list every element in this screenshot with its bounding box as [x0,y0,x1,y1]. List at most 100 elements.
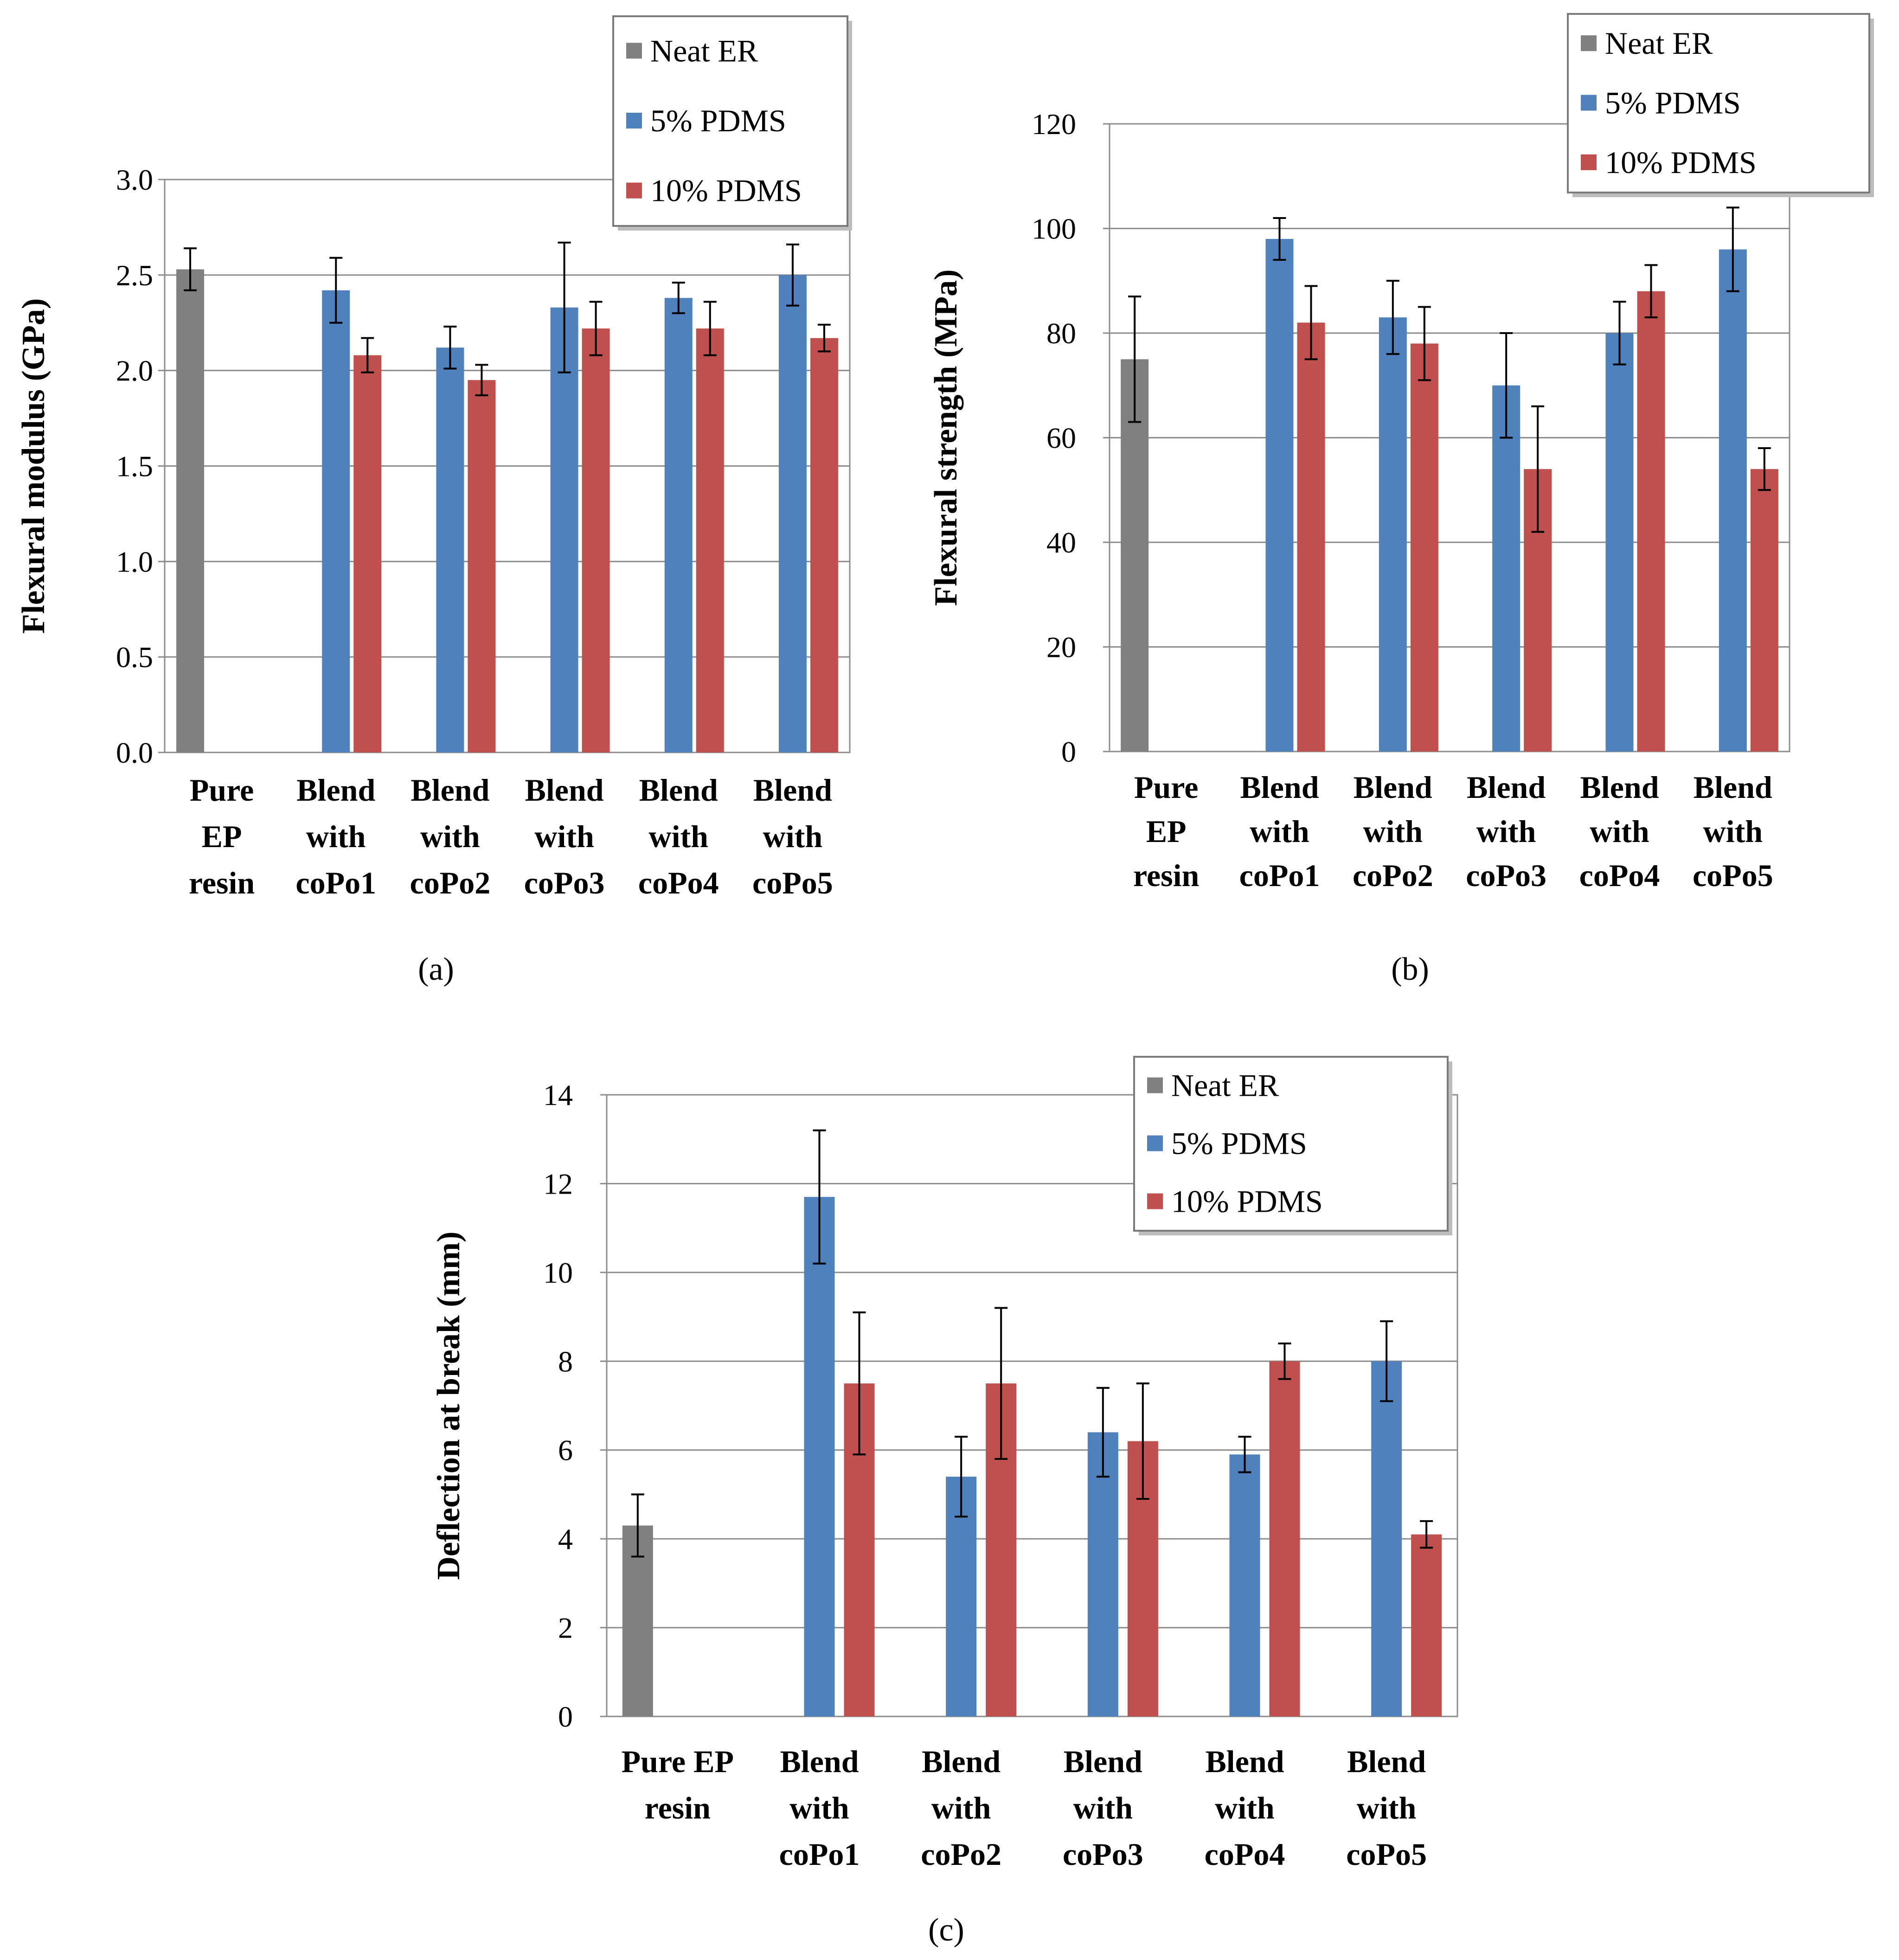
y-tick-label: 4 [558,1523,573,1555]
bar-10-pdms [1269,1361,1300,1716]
x-category-label: Blend with coPo2 [1353,770,1433,893]
bar-neat-er [176,269,205,752]
legend-swatch [626,182,642,199]
y-tick-label: 40 [1046,526,1076,559]
bar-5-pdms [1605,333,1634,752]
error-bar [1418,306,1431,381]
chart-panel-b: 0 20 40 60 80 100 120 Flexural strength (MPa) Pu… [928,13,1874,987]
error-bar [994,1307,1008,1460]
error-bar [1500,332,1513,439]
error-bar [361,337,374,373]
panel-caption: (b) [1391,951,1429,987]
y-axis-label: Flexural modulus (GPa) [16,298,51,634]
chart-panel-a: 0.0 0.5 1.0 1.5 2.0 2.5 3.0 Flexural modulus (G… [16,15,852,987]
error-bar [1531,405,1545,533]
legend-box [1567,13,1870,193]
bar-10-pdms [468,380,496,752]
bar-5-pdms [804,1197,835,1716]
error-bar [1726,206,1739,292]
bar-5-pdms [1371,1361,1402,1716]
y-tick-label: 10 [543,1256,573,1289]
bar-5-pdms [1265,239,1294,752]
y-tick-label: 0 [558,1700,573,1733]
y-tick-label: 20 [1046,631,1076,664]
error-bar [1238,1436,1251,1473]
x-category-label: Blend with coPo5 [752,772,833,900]
x-category-label: Blend with coPo3 [1466,770,1546,893]
legend-label: 10% PDMS [1171,1184,1323,1219]
error-bar [1386,280,1399,355]
y-tick-label: 60 [1046,422,1076,455]
legend-swatch [1147,1077,1163,1093]
x-category-label: Blend with coPo1 [295,772,376,900]
legend-swatch [626,43,642,59]
y-tick-label: 1.5 [116,450,153,483]
x-category-label: Pure EP resin [189,772,255,900]
x-category-label: Blend with coPo2 [921,1744,1001,1872]
error-bar [1273,217,1286,261]
panel-caption: (c) [928,1912,964,1948]
legend-label: Neat ER [1171,1068,1279,1103]
bar-5-pdms [1229,1454,1260,1716]
bar-5-pdms [1719,249,1747,752]
bar-10-pdms [1750,469,1778,752]
legend: Neat ER 5% PDMS 10% PDMS [1133,1056,1452,1235]
bar-5-pdms [1379,317,1407,752]
panel-caption: (a) [418,951,454,987]
error-bar [1304,285,1318,360]
y-tick-label: 8 [558,1345,573,1378]
error-bar [813,1129,826,1265]
error-bar [589,301,603,356]
y-tick-label: 14 [543,1079,573,1112]
bar-10-pdms [810,338,838,752]
chart-panel-c: 0 2 4 6 8 10 12 14 Deflection at break (mm) Pure … [431,1056,1458,1948]
y-tick-label: 1.0 [116,545,153,578]
error-bar [853,1311,866,1456]
bar-5-pdms [664,298,693,752]
x-category-label: Pure EP resin [622,1744,734,1825]
x-category-label: Blend with coPo5 [1346,1744,1427,1872]
y-axis-label: Flexural strength (MPa) [928,270,964,606]
error-bar [329,257,343,324]
error-bar [1380,1320,1393,1402]
error-bar [817,323,831,353]
bar-5-pdms [322,290,350,752]
legend-label: 10% PDMS [1605,145,1757,180]
x-category-label: Blend with coPo4 [638,772,719,900]
bar-10-pdms [1297,322,1325,752]
bar-5-pdms [778,275,807,753]
y-tick-label: 0.5 [116,641,153,674]
x-category-label: Blend with coPo4 [1579,770,1660,893]
error-bar [558,241,571,373]
bar-5-pdms [1492,385,1520,752]
error-bar [1136,1382,1149,1500]
bar-10-pdms [1410,343,1438,752]
error-bar [631,1493,644,1558]
error-bar [1420,1520,1433,1549]
legend-swatch [1147,1193,1163,1209]
legend-label: Neat ER [1605,26,1713,61]
error-bar [703,301,717,356]
legend-label: 5% PDMS [650,103,786,138]
y-tick-label: 6 [558,1434,573,1467]
legend-label: 10% PDMS [650,173,802,208]
bar-10-pdms [353,355,382,752]
error-bar [955,1436,968,1518]
legend: Neat ER 5% PDMS 10% PDMS [612,15,852,231]
x-category-label: Blend with coPo3 [524,772,605,900]
x-category-label: Blend with coPo4 [1205,1744,1285,1872]
y-tick-label: 2.5 [116,259,153,292]
legend-label: 5% PDMS [1605,85,1741,121]
legend-swatch [626,113,642,129]
legend-box [1133,1056,1449,1232]
x-category-label: Blend with coPo1 [779,1744,860,1872]
error-bar [1128,296,1142,423]
bar-5-pdms [1087,1432,1118,1716]
error-bar [443,325,457,370]
y-tick-label: 80 [1046,317,1076,350]
error-bar [184,247,197,291]
x-category-label: Blend with coPo2 [410,772,491,900]
y-tick-label: 0 [1061,735,1076,768]
error-bar [1758,447,1771,491]
